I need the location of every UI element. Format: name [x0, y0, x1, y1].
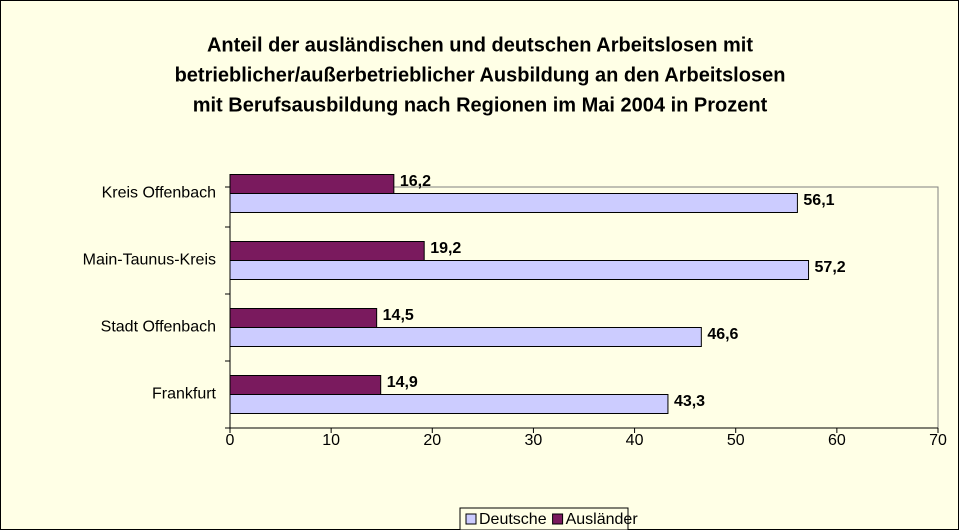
bar [229, 327, 702, 347]
bar [229, 260, 810, 280]
x-tick-label: 10 [322, 432, 340, 449]
chart-title: mit Berufsausbildung nach Regionen im Ma… [193, 94, 768, 116]
chart-title: betrieblicher/außerbetrieblicher Ausbild… [175, 64, 786, 86]
legend-label: Ausländer [566, 511, 639, 528]
bar [229, 174, 395, 194]
value-label: 14,9 [387, 374, 418, 391]
value-label: 46,6 [707, 326, 738, 343]
value-label: 57,2 [815, 259, 846, 276]
x-tick-label: 40 [626, 432, 644, 449]
value-label: 16,2 [400, 173, 431, 190]
x-tick-label: 60 [828, 432, 846, 449]
value-label: 43,3 [674, 393, 705, 410]
bar [229, 375, 382, 395]
value-label: 19,2 [430, 240, 461, 257]
chart-title: Anteil der ausländischen und deutschen A… [207, 34, 753, 56]
x-tick-label: 30 [525, 432, 543, 449]
y-tick-label: Main-Taunus-Kreis [83, 252, 216, 269]
bar [229, 308, 378, 328]
y-tick-label: Stadt Offenbach [101, 319, 216, 336]
x-tick-label: 20 [423, 432, 441, 449]
x-tick-label: 0 [226, 432, 235, 449]
bar [229, 241, 425, 261]
bar [229, 193, 798, 213]
y-tick-label: Frankfurt [152, 386, 217, 403]
value-label: 56,1 [803, 192, 834, 209]
x-tick-label: 50 [727, 432, 745, 449]
legend-box [459, 507, 629, 530]
legend-label: Deutsche [479, 511, 547, 528]
legend-swatch [465, 513, 477, 525]
x-tick-label: 70 [929, 432, 947, 449]
value-label: 14,5 [383, 307, 414, 324]
legend-swatch [552, 513, 564, 525]
bar [229, 394, 669, 414]
y-tick-label: Kreis Offenbach [102, 185, 216, 202]
